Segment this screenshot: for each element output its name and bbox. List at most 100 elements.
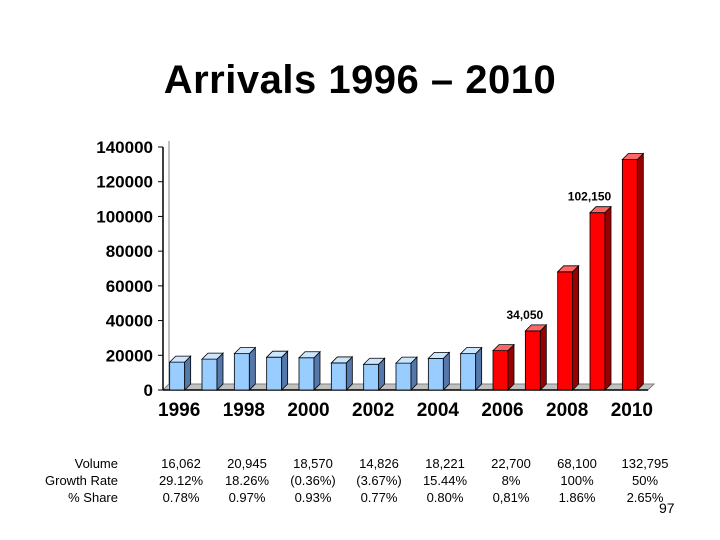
- table-cell-volume: 18,570: [293, 456, 333, 471]
- bar: [362, 357, 386, 391]
- bar-top: [395, 356, 418, 364]
- bar-top: [233, 347, 257, 355]
- table-column: 22,700 8% 0,81%: [476, 455, 546, 506]
- table-cell-growth: 50%: [631, 473, 659, 488]
- y-tick-label: 20000: [106, 346, 153, 365]
- y-tick-label: 100000: [96, 207, 153, 226]
- table-cell-volume: 20,945: [227, 456, 267, 471]
- table-column: 132,795 50% 2.65%: [610, 455, 680, 506]
- table-cell-growth: 100%: [560, 473, 594, 488]
- bar-top: [298, 351, 321, 359]
- bar-side: [313, 350, 321, 391]
- bar: [168, 355, 192, 391]
- data-label: 34,050: [506, 308, 543, 322]
- bar-front: [330, 362, 347, 391]
- bar-top: [201, 352, 224, 360]
- row-label-volume: Volume: [74, 456, 118, 471]
- table-cell-share: 0.93%: [294, 490, 332, 505]
- table-cell-growth: 15.44%: [422, 473, 468, 488]
- table-cell-share: 0,81%: [492, 490, 530, 505]
- bar-top: [621, 153, 645, 160]
- bar: [298, 350, 321, 391]
- table-cell-volume: 14,826: [359, 456, 399, 471]
- bar-side: [281, 350, 289, 391]
- bar-side: [636, 152, 644, 391]
- table-cell-share: 0.97%: [228, 490, 266, 505]
- table-cell-growth: (3.67%): [356, 473, 402, 488]
- bar: [265, 350, 289, 391]
- row-label-growth-rate: Growth Rate: [45, 473, 118, 488]
- y-tick-label: 80000: [106, 242, 153, 261]
- bar: [427, 351, 451, 391]
- bar: [621, 152, 645, 391]
- bar-top: [362, 357, 386, 365]
- bar-top: [265, 350, 289, 358]
- x-tick-label: 2002: [352, 400, 394, 421]
- table-column: 20,945 18.26% 0.97%: [212, 455, 282, 506]
- table-cell-volume: 16,062: [161, 456, 201, 471]
- table-cell-share: 0.78%: [162, 490, 200, 505]
- table-cell-share: 0.80%: [426, 490, 464, 505]
- table-column: 16,062 29.12% 0.78%: [146, 455, 216, 506]
- table-column: 14,826 (3.67%) 0.77%: [344, 455, 414, 506]
- bar-side: [604, 205, 612, 391]
- bar-top: [459, 347, 483, 355]
- table-column: 18,570 (0.36%) 0.93%: [278, 455, 348, 506]
- table-cell-volume: 22,700: [491, 456, 531, 471]
- bar-front: [557, 271, 574, 391]
- bar-side: [572, 264, 580, 391]
- bar: [492, 343, 515, 391]
- table-cell-share: 0.77%: [360, 490, 398, 505]
- bar-top: [168, 355, 192, 363]
- y-tick-label: 140000: [96, 138, 153, 157]
- bar-front: [460, 353, 477, 391]
- bar-front: [233, 353, 250, 391]
- bar: [233, 346, 257, 391]
- bar-top: [330, 356, 354, 364]
- bar: [459, 346, 483, 391]
- bar: [589, 205, 612, 391]
- slide-title: Arrivals 1996 – 2010: [163, 58, 557, 102]
- x-tick-label: 2006: [481, 400, 523, 421]
- x-tick-label: 2010: [611, 400, 653, 421]
- bar-top: [589, 206, 612, 214]
- table-cell-share: 1.86%: [558, 490, 596, 505]
- bar-front: [298, 357, 315, 391]
- bar-front: [395, 362, 412, 391]
- bar-side: [475, 346, 483, 391]
- y-tick-label: 60000: [106, 277, 153, 296]
- bar: [395, 356, 418, 391]
- bar-front: [266, 356, 283, 391]
- bar-front: [621, 159, 638, 391]
- bar-top: [492, 344, 515, 351]
- row-label-share: % Share: [68, 490, 118, 505]
- page-number: 97: [659, 500, 675, 516]
- bar-side: [539, 323, 547, 391]
- bar-top: [556, 265, 580, 273]
- y-tick-label: 40000: [106, 312, 153, 331]
- table-cell-share: 2.65%: [626, 490, 664, 505]
- x-tick-label: 2008: [546, 400, 588, 421]
- bar-front: [524, 330, 541, 391]
- bar-top: [524, 324, 548, 332]
- bar-front: [363, 363, 380, 391]
- data-label: 102,150: [568, 190, 612, 204]
- bar-front: [427, 357, 444, 391]
- table-cell-growth: (0.36%): [290, 473, 336, 488]
- bar-front: [589, 212, 606, 391]
- table-cell-growth: 8%: [501, 473, 521, 488]
- bar: [330, 355, 354, 391]
- x-tick-label: 2000: [287, 400, 329, 421]
- table-cell-volume: 68,100: [557, 456, 597, 471]
- table-column: 68,100 100% 1.86%: [542, 455, 612, 506]
- bar-front: [201, 358, 218, 391]
- table-cell-growth: 18.26%: [224, 473, 270, 488]
- y-tick-label: 0: [144, 381, 153, 400]
- x-tick-label: 2004: [417, 400, 460, 421]
- bar: [201, 352, 224, 391]
- table-cell-volume: 18,221: [425, 456, 465, 471]
- x-tick-label: 1998: [223, 400, 265, 421]
- bar: [524, 323, 548, 391]
- table-column: 18,221 15.44% 0.80%: [410, 455, 480, 506]
- y-tick-label: 120000: [96, 173, 153, 192]
